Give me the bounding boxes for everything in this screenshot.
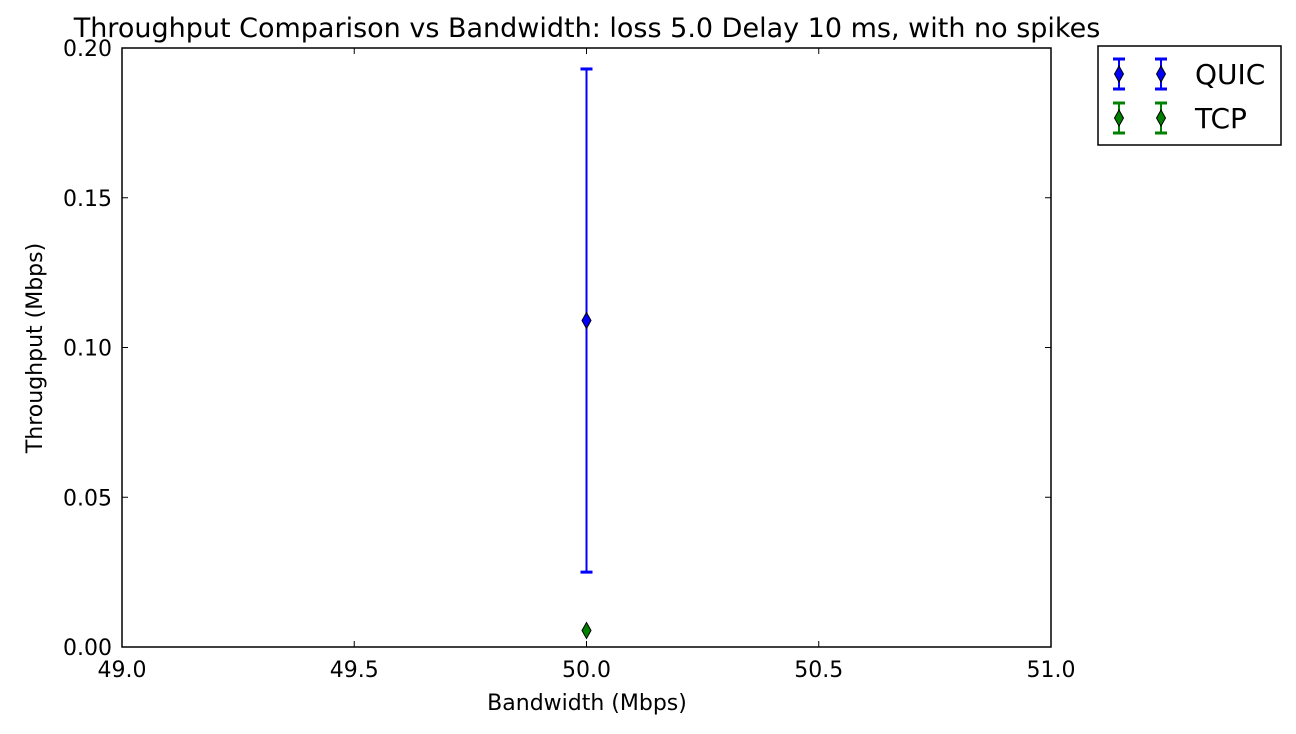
y-tick-label: 0.10	[63, 337, 112, 362]
legend-marker-tcp	[1155, 108, 1167, 128]
data-point-tcp	[581, 621, 592, 640]
legend-marker-tcp	[1113, 108, 1125, 128]
x-tick-label: 51.0	[1027, 658, 1076, 683]
legend-marker-quic	[1113, 64, 1125, 84]
x-axis-label: Bandwidth (Mbps)	[487, 691, 687, 716]
chart-title: Throughput Comparison vs Bandwidth: loss…	[73, 13, 1101, 44]
plot-area	[121, 47, 1052, 648]
x-tick-label: 49.0	[98, 658, 147, 683]
y-axis-label: Throughput (Mbps)	[23, 243, 48, 454]
legend-marker-quic	[1155, 64, 1167, 84]
x-axis-ticks: 49.0 49.5 50.0 50.5 51.0	[98, 48, 1076, 683]
y-tick-label: 0.15	[63, 187, 112, 212]
x-tick-label: 50.5	[794, 658, 843, 683]
x-tick-label: 50.0	[562, 658, 611, 683]
legend-frame	[1097, 45, 1282, 146]
y-tick-label: 0.20	[63, 37, 112, 62]
legend-label-tcp: TCP	[1194, 102, 1247, 135]
x-tick-label: 49.5	[330, 658, 379, 683]
data-point-quic	[581, 311, 592, 330]
y-tick-label: 0.00	[63, 636, 112, 661]
y-tick-label: 0.05	[63, 486, 112, 511]
y-axis-ticks: 0.00 0.05 0.10 0.15 0.20	[63, 37, 1051, 661]
legend: QUIC TCP	[1097, 45, 1282, 146]
legend-label-quic: QUIC	[1195, 58, 1265, 91]
